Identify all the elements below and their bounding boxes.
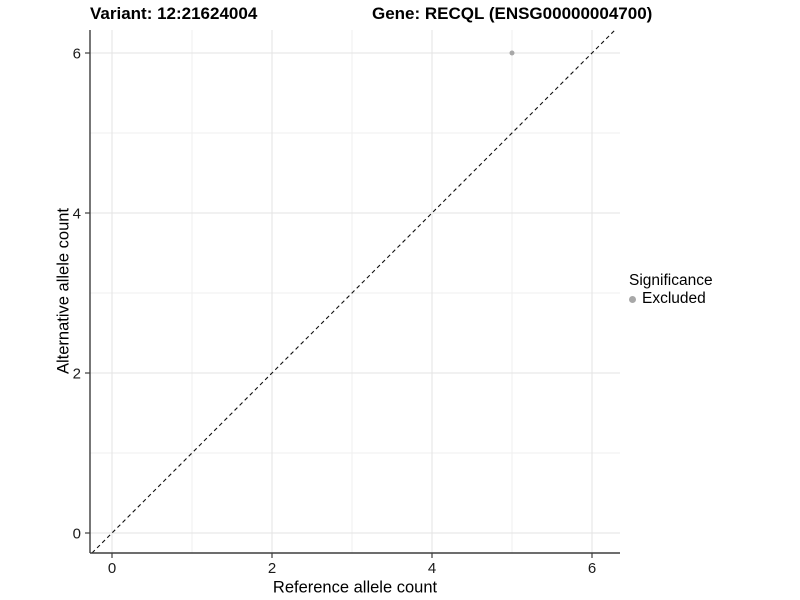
legend-item-label: Excluded	[642, 290, 706, 308]
x-axis-label: Reference allele count	[272, 578, 438, 597]
x-tick-label: 2	[268, 560, 276, 577]
chart-title-variant: Variant: 12:21624004	[90, 4, 258, 23]
chart-title-gene: Gene: RECQL (ENSG00000004700)	[372, 4, 653, 23]
legend-title: Significance	[629, 272, 713, 289]
x-tick-label: 6	[588, 560, 596, 577]
legend-item-excluded: Excluded	[629, 290, 713, 308]
legend: Significance Excluded	[629, 272, 713, 308]
y-tick-label: 2	[73, 366, 81, 383]
y-tick-label: 0	[73, 526, 81, 543]
data-point	[509, 50, 515, 56]
identity-line	[91, 29, 616, 554]
y-tick-label: 6	[73, 46, 81, 63]
y-tick-label: 4	[73, 206, 81, 223]
excluded-marker-icon	[629, 295, 636, 303]
x-tick-label: 4	[428, 560, 436, 577]
x-tick-label: 0	[108, 560, 116, 577]
y-axis-label: Alternative allele count	[54, 207, 73, 375]
